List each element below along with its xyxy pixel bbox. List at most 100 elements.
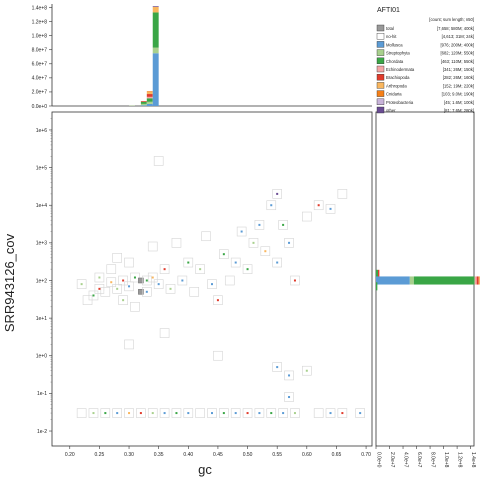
blob-point-brachiopoda [122,279,125,282]
blob-point-no-hit [175,241,178,244]
top-hist-bar [140,101,147,102]
blob-point-mollusca [240,230,243,233]
blob-box [236,226,247,237]
blob-point-brachiopoda [317,204,320,207]
blob-box [195,408,205,418]
blob-point-mollusca [128,285,131,288]
top-hist-tick-label: 8.0e+7 [32,48,48,54]
legend-swatch [376,73,385,81]
blob-point-chordata [246,268,249,271]
blob-box [106,264,117,274]
top-hist-tick-label: 4.0e+7 [32,76,48,82]
top-hist-bar [146,91,153,92]
blob-point-mollusca [258,223,261,226]
blob-point-streptophyta [151,412,154,415]
legend-stats: [45; 1.6M; 100k] [444,100,474,105]
right-hist-tick-label: 0.0e+0 [376,452,382,468]
blob-box [153,279,164,289]
x-tick-label: 0.55 [272,452,282,458]
x-tick-label: 0.35 [154,452,164,458]
blob-box [183,408,194,418]
blob-box [260,246,271,257]
blob-point-no-hit [128,261,131,264]
blob-box [219,249,229,259]
right-hist-bar [376,276,410,285]
top-hist-bar [152,6,159,7]
blob-point-mollusca [288,396,291,399]
legend-label: no-hit [386,34,397,39]
blob-point-streptophyta [122,299,125,302]
blob-box [183,257,194,268]
blob-point-mollusca [258,412,261,415]
legend-label: Chordata [386,59,404,64]
top-hist-bar [146,103,153,106]
right-hist-bar [478,276,480,285]
blob-box [100,408,111,418]
legend-label: Cnidaria [386,92,402,97]
blob-box [88,408,99,418]
blob-point-streptophyta [116,287,119,290]
blob-box [94,272,105,283]
x-axis-title: gc [198,462,212,477]
y-tick-label: 1e+3 [36,241,47,247]
blob-box [189,287,200,297]
blob-point-arthropoda [264,250,267,253]
legend-swatch [376,49,385,56]
legend-stats: [976; 200M; 400k] [440,42,474,47]
blob-box [118,275,128,286]
y-tick-label: 1e+4 [36,203,47,209]
blob-point-no-hit [305,215,308,218]
blob-point-no-hit [317,412,320,415]
legend-stats: [282; 26M; 160k] [443,75,474,80]
legend-swatch [376,33,385,40]
top-hist-bar [146,91,153,95]
blob-point-no-hit [163,332,166,335]
blob-point-mollusca [234,261,237,264]
blob-point-total [139,279,142,282]
y-tick-label: 1e+5 [36,165,47,171]
blob-box [124,408,134,418]
blob-box [124,281,134,292]
legend-swatch [376,65,385,73]
right-hist-bar [376,282,378,291]
blob-point-no-hit [133,305,136,308]
blob-box [290,275,300,286]
top-hist-tick-label: 2.0e+7 [32,90,48,96]
blob-point-no-hit [228,279,231,282]
blob-point-brachiopoda [293,279,296,282]
blob-box [112,253,122,263]
blob-point-mollusca [234,412,237,415]
blob-point-streptophyta [92,412,95,415]
blob-point-mollusca [276,261,279,264]
legend-swatch [376,57,385,64]
blob-point-chordata [270,412,273,415]
right-hist-bar [413,276,475,285]
top-hist-bar [152,53,159,106]
legend-stats: [682; 120M; 550k] [440,51,474,56]
blob-point-chordata [282,223,285,226]
blob-box [337,408,348,418]
x-tick-label: 0.50 [243,452,253,458]
blob-box [76,408,87,418]
blob-box [195,264,205,274]
blob-box [230,257,241,268]
blob-box [254,220,265,230]
blob-box [325,204,336,214]
blob-point-streptophyta [169,287,172,290]
right-hist-tick-label: 6.0e+7 [416,452,422,468]
blob-box [224,275,235,286]
legend-stats: [341; 26M; 150k] [443,67,474,72]
legend-label: Streptophyta [386,51,410,56]
x-tick-label: 0.20 [65,452,75,458]
blob-point-mollusca [288,241,291,244]
right-histogram: 0.0e+0 2.0e+7 4.0e+7 6.0e+7 8.0e+7 1.0e+8 1.2e… [376,111,480,468]
legend-label: Brachiopoda [386,75,410,80]
blob-box [337,189,348,199]
legend-swatch [376,41,385,48]
top-histogram: 0.0e+0 2.0e+7 4.0e+7 6.0e+7 8.0e+7 1.0e+8 1.2e… [32,4,372,110]
blob-point-mollusca [329,207,332,210]
blob-point-chordata [133,276,136,279]
blob-point-mollusca [163,412,166,415]
legend-stats: [103; 9.0M; 190k] [442,92,474,97]
top-hist-bar [152,6,159,13]
